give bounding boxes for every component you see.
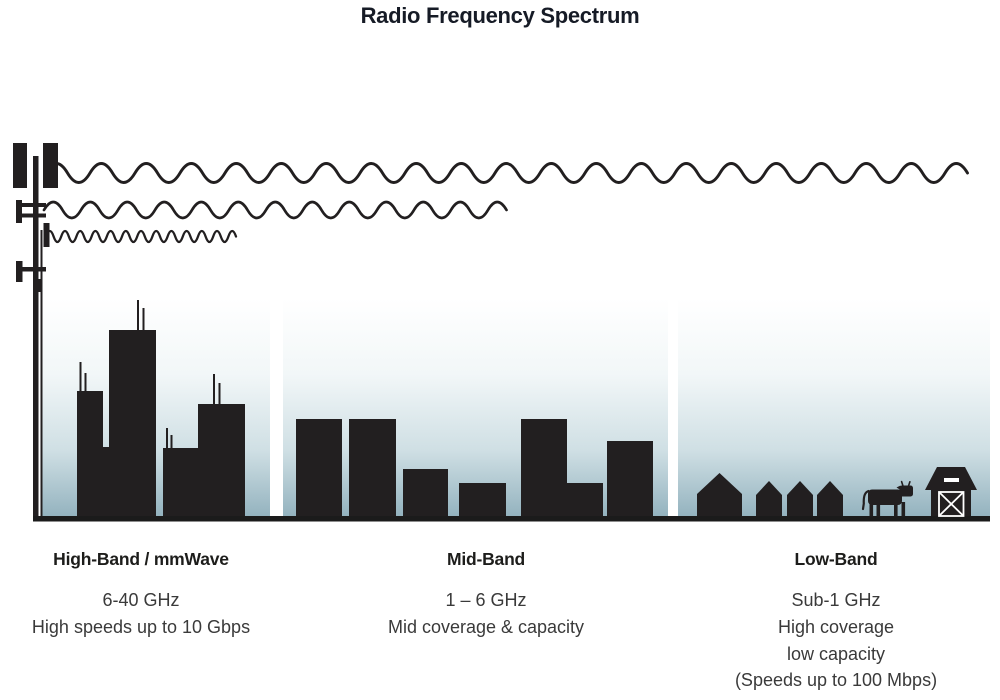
high-band-heading: High-Band / mmWave (53, 549, 229, 569)
low-band-wave (43, 162, 969, 184)
ground-line (33, 516, 990, 522)
radio-waves (42, 162, 969, 244)
mid-band-label-block: Mid-Band 1 – 6 GHz Mid coverage & capaci… (361, 549, 611, 641)
mid-band-frequency: 1 – 6 GHz (445, 590, 527, 610)
high-band-label-block: High-Band / mmWave 6-40 GHz High speeds … (16, 549, 266, 641)
low-band-label-block: Low-Band Sub-1 GHz High coverage low cap… (696, 549, 976, 694)
mid-band-description: Mid coverage & capacity (387, 616, 585, 637)
houses-icon (697, 473, 843, 516)
cow-icon (861, 480, 913, 517)
high-band-frequency: 6-40 GHz (102, 590, 180, 610)
city-skyline-icon (77, 300, 245, 516)
high-band-description: High speeds up to 10 Gbps (31, 616, 251, 637)
mid-band-heading: Mid-Band (446, 549, 526, 569)
low-band-capacity: low capacity (786, 643, 886, 664)
cell-tower-icon (13, 143, 58, 516)
low-band-speed: (Speeds up to 100 Mbps) (734, 670, 938, 691)
low-band-frequency: Sub-1 GHz (791, 590, 881, 610)
midrise-buildings-icon (296, 419, 653, 516)
farm-icon (697, 467, 977, 517)
low-band-heading: Low-Band (794, 549, 878, 569)
mid-band-wave (42, 200, 508, 220)
low-band-coverage: High coverage (777, 616, 895, 637)
page-title: Radio Frequency Spectrum (360, 3, 640, 28)
high-band-wave (44, 229, 238, 244)
barn-icon (925, 467, 977, 517)
mid-band-panel (283, 298, 668, 516)
